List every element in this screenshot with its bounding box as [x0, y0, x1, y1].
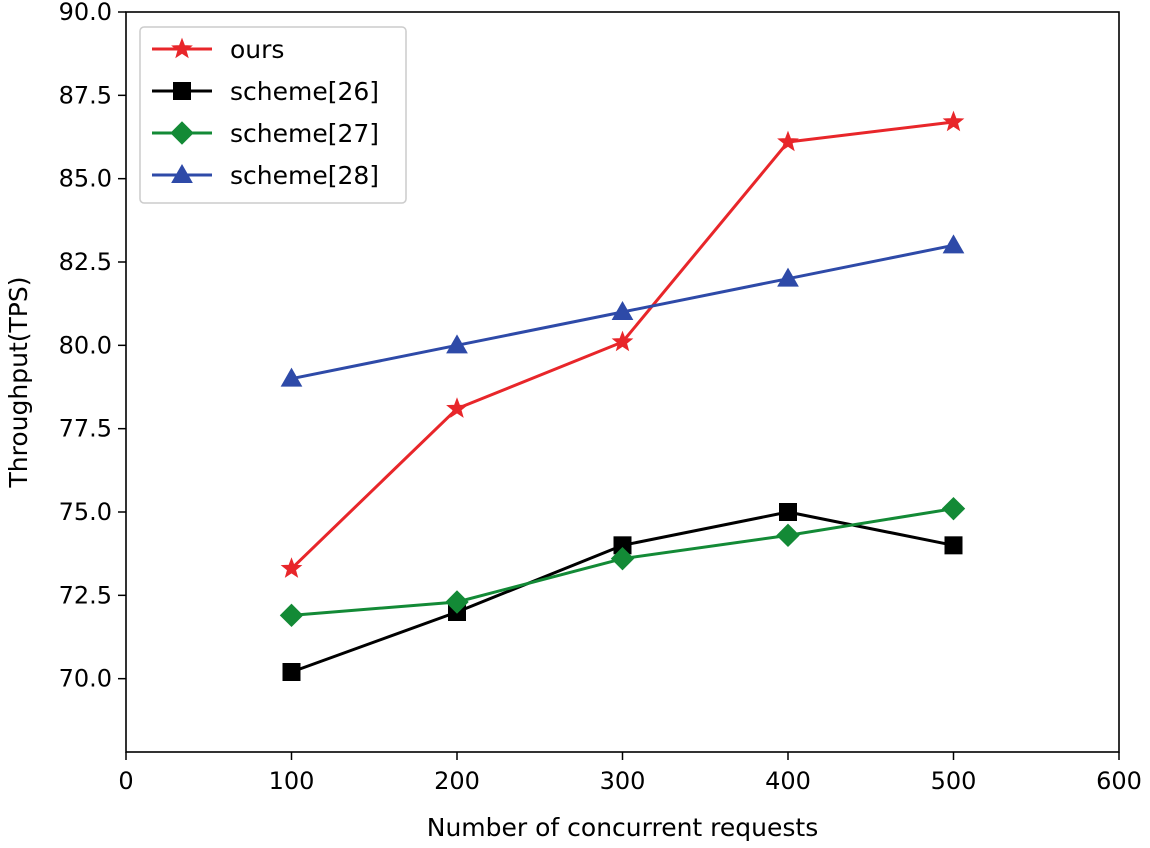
- data-point-diamond: [776, 523, 800, 548]
- legend-item: ours: [152, 35, 284, 64]
- data-point-triangle: [611, 300, 634, 320]
- y-tick-label: 70.0: [59, 665, 112, 693]
- data-point-diamond: [445, 590, 469, 614]
- legend-label: scheme[27]: [230, 119, 379, 148]
- legend-box: [139, 26, 407, 204]
- data-point-triangle: [280, 367, 303, 387]
- data-point-diamond: [610, 546, 635, 571]
- y-tick-label: 77.5: [59, 415, 112, 443]
- x-tick-label: 0: [118, 767, 133, 795]
- axis-ticks: 0 100 200 300 400 500 600 70.0 72.5 75.0 77.5 80.0 8…: [59, 0, 1142, 795]
- legend-item: scheme[27]: [152, 119, 379, 148]
- data-point-star: [446, 397, 468, 418]
- data-point-diamond: [941, 496, 966, 521]
- legend-marker-triangle: [171, 163, 193, 183]
- series-scheme[27]: [279, 496, 966, 628]
- x-tick-label: 600: [1096, 767, 1142, 795]
- x-tick-label: 200: [434, 767, 480, 795]
- y-tick-label: 72.5: [59, 581, 112, 609]
- series-scheme[26]: [282, 503, 963, 681]
- legend-label: scheme[28]: [230, 161, 379, 190]
- legend: ours scheme[26] scheme[27] scheme[28]: [139, 26, 407, 204]
- y-tick-label: 80.0: [59, 331, 112, 359]
- x-tick-label: 100: [269, 767, 315, 795]
- y-tick-label: 90.0: [59, 0, 112, 26]
- data-point-star: [777, 130, 799, 152]
- data-point-square: [944, 536, 963, 555]
- data-point-star: [280, 557, 303, 578]
- legend-marker-square: [173, 82, 191, 100]
- y-tick-label: 87.5: [59, 81, 112, 109]
- data-point-square: [779, 503, 797, 521]
- data-point-square: [282, 663, 301, 681]
- legend-item: scheme[26]: [152, 77, 379, 106]
- legend-label: ours: [230, 35, 284, 64]
- series-scheme[28]: [280, 234, 965, 387]
- x-tick-label: 300: [600, 767, 646, 795]
- data-point-star: [942, 110, 965, 132]
- y-tick-label: 82.5: [59, 248, 112, 276]
- series-ours: [280, 110, 965, 578]
- x-tick-label: 400: [765, 767, 811, 795]
- data-point-triangle: [446, 334, 468, 354]
- legend-label: scheme[26]: [230, 77, 379, 106]
- legend-marker-star: [171, 37, 193, 59]
- data-point-diamond: [279, 603, 304, 628]
- data-point-triangle: [942, 234, 965, 254]
- series-layer: [279, 110, 966, 681]
- y-tick-label: 75.0: [59, 498, 112, 526]
- series-line: [290, 510, 954, 674]
- data-point-triangle: [777, 267, 799, 287]
- y-tick-label: 85.0: [59, 165, 112, 193]
- legend-marker-diamond: [170, 121, 194, 145]
- x-axis-title: Number of concurrent requests: [427, 813, 819, 842]
- data-point-star: [611, 330, 634, 352]
- x-tick-label: 500: [931, 767, 977, 795]
- y-axis-title: Throughput(TPS): [4, 277, 33, 489]
- legend-item: scheme[28]: [152, 161, 379, 190]
